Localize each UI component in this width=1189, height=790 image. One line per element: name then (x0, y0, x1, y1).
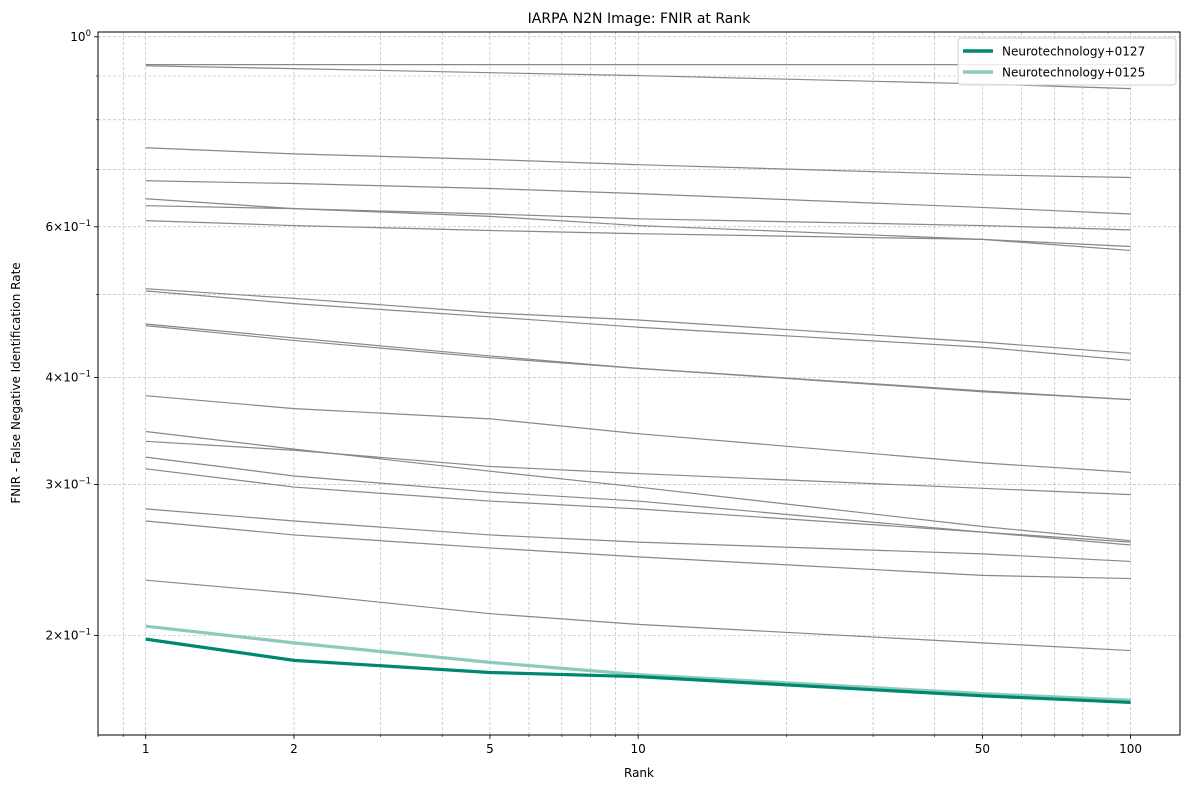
x-tick-label: 1 (142, 742, 150, 756)
x-tick-label: 50 (975, 742, 990, 756)
background-series-line (145, 430, 1131, 542)
y-tick-label: 6×10−1 (46, 219, 92, 234)
background-series-line (145, 288, 1131, 354)
background-series-line (145, 395, 1131, 473)
axis-ticks: 1 2 5 10 50 100 100 6×10−1 4×10−1 3×10−1 2×10−1 (46, 29, 1143, 756)
background-series-line (145, 147, 1131, 179)
x-tick-label: 5 (486, 742, 494, 756)
series-line-neurotechnology-0125 (145, 624, 1131, 702)
chart-title: IARPA N2N Image: FNIR at Rank (528, 11, 752, 27)
series-lines (145, 63, 1131, 705)
legend-label: Neurotechnology+0125 (1002, 66, 1145, 80)
y-tick-label: 3×10−1 (46, 477, 92, 492)
background-series-line (145, 205, 1131, 231)
background-series-line (145, 508, 1131, 563)
series-line-neurotechnology-0127 (145, 637, 1131, 705)
background-series-line (145, 198, 1131, 252)
plot-frame (97, 31, 1181, 736)
background-series-line (145, 290, 1131, 361)
x-tick-label: 2 (290, 742, 298, 756)
legend-label: Neurotechnology+0127 (1002, 45, 1145, 59)
y-tick-label: 100 (70, 29, 91, 44)
x-tick-label: 10 (631, 742, 646, 756)
legend-box (957, 37, 1177, 86)
legend: Neurotechnology+0127 Neurotechnology+0125 (957, 37, 1177, 86)
background-series-line (145, 440, 1131, 496)
background-series-line (145, 325, 1131, 401)
background-series-line (145, 579, 1131, 652)
background-series-line (145, 220, 1131, 248)
y-tick-label: 4×10−1 (46, 370, 92, 385)
x-tick-label: 100 (1119, 742, 1142, 756)
y-tick-label: 2×10−1 (46, 627, 92, 642)
background-series-line (145, 468, 1131, 546)
x-axis-label: Rank (624, 766, 654, 780)
y-axis-label: FNIR - False Negative Identification Rat… (9, 262, 23, 503)
background-series-line (145, 180, 1131, 215)
grid (97, 32, 1180, 735)
background-series-line (145, 323, 1131, 401)
background-series-line (145, 520, 1131, 580)
